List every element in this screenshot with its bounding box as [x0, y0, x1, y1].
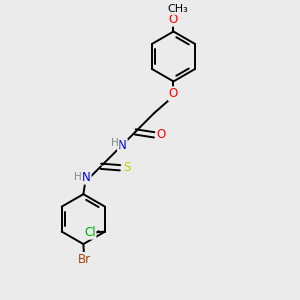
Text: N: N [82, 171, 91, 184]
Text: CH₃: CH₃ [167, 4, 188, 14]
Text: N: N [118, 139, 127, 152]
Text: H: H [74, 172, 82, 182]
Text: Cl: Cl [84, 226, 95, 239]
Text: O: O [169, 13, 178, 26]
Text: O: O [156, 128, 166, 141]
Text: H: H [111, 138, 118, 148]
Text: S: S [123, 161, 130, 174]
Text: Br: Br [77, 253, 91, 266]
Text: O: O [169, 87, 178, 100]
